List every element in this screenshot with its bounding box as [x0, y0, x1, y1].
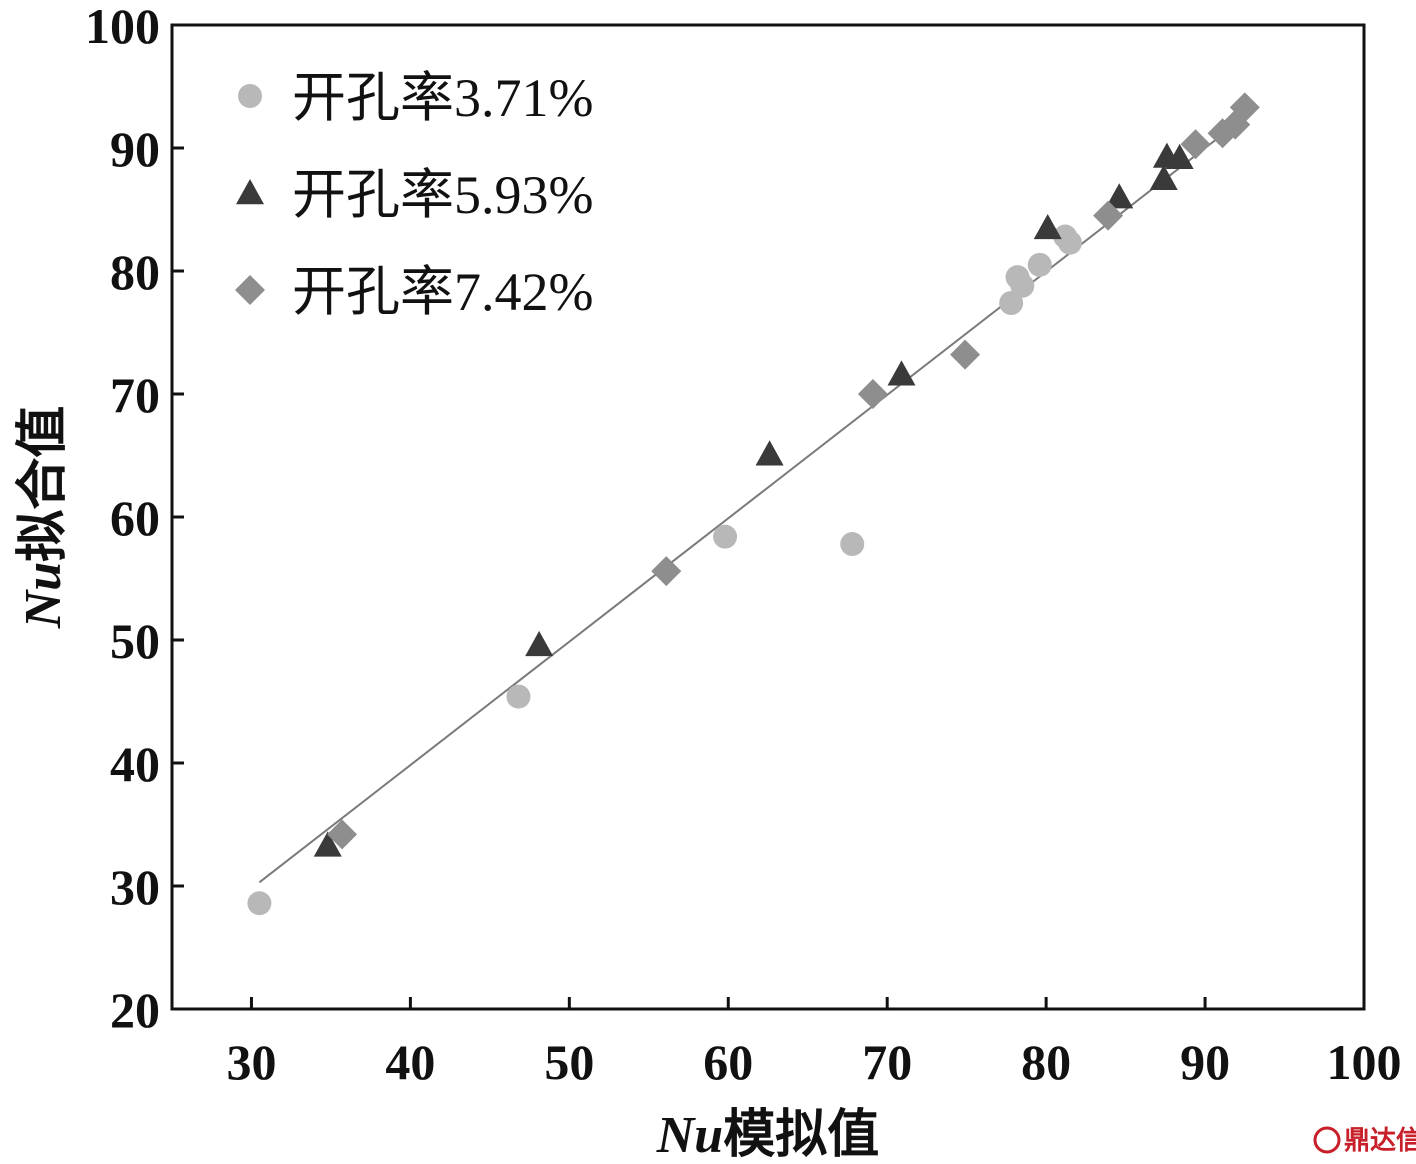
data-point-diamond [327, 819, 358, 850]
data-points [247, 92, 1260, 916]
x-tick-label: 90 [1180, 1034, 1230, 1090]
x-tick-label: 80 [1021, 1034, 1071, 1090]
data-point-diamond [1229, 92, 1260, 123]
data-point-circle [1057, 230, 1082, 255]
data-point-diamond [1093, 200, 1124, 231]
data-point-diamond [1207, 118, 1238, 149]
data-point-diamond [857, 379, 888, 409]
legend-label: 开孔率3.71% [292, 68, 593, 128]
y-axis-variable: Nu [15, 562, 72, 629]
data-point-circle [247, 891, 272, 916]
legend-marker-triangle [236, 179, 264, 205]
data-point-triangle [1149, 164, 1178, 190]
legend-label: 开孔率7.42% [292, 262, 593, 322]
data-point-circle [1027, 252, 1052, 277]
axis-ticks: 30 40 50 60 70 80 90 100 20 30 40 50 60 70 80 90 100 [85, 0, 1402, 1090]
y-tick-label: 90 [110, 121, 160, 177]
watermark-text: 鼎达信 [1344, 1126, 1416, 1156]
data-point-triangle [1033, 213, 1062, 240]
data-point-circle [713, 524, 738, 549]
data-point-triangle [1105, 183, 1134, 209]
y-tick-label: 40 [110, 736, 160, 792]
legend-marker-circle [238, 84, 262, 108]
data-point-triangle [755, 440, 784, 466]
data-point-circle [506, 684, 531, 709]
watermark: 鼎达信 [1313, 1126, 1416, 1156]
data-point-triangle [313, 831, 342, 857]
x-tick-label: 50 [544, 1034, 594, 1090]
data-point-triangle [887, 360, 916, 386]
x-tick-label: 70 [862, 1034, 912, 1090]
legend-label: 开孔率5.93% [292, 165, 593, 225]
x-tick-label: 30 [226, 1034, 276, 1090]
y-tick-label: 70 [110, 367, 160, 423]
x-axis-text: 模拟值 [723, 1106, 879, 1164]
data-point-circle [999, 290, 1024, 315]
y-tick-label: 80 [110, 244, 160, 300]
y-tick-label: 50 [110, 613, 160, 669]
x-tick-label: 40 [385, 1034, 435, 1090]
data-point-triangle [525, 630, 554, 657]
legend: 开孔率3.71% 开孔率5.93% 开孔率7.42% [235, 68, 593, 322]
y-tick-label: 30 [110, 859, 160, 915]
data-point-diamond [1180, 129, 1211, 160]
y-tick-label: 20 [110, 982, 160, 1038]
y-axis-title: Nu拟合值 [14, 406, 72, 630]
legend-marker-diamond [235, 275, 265, 305]
x-axis-variable: Nu [656, 1107, 723, 1164]
data-point-diamond [950, 339, 981, 370]
x-tick-label: 100 [1327, 1034, 1402, 1090]
fit-line [258, 116, 1246, 884]
y-axis-text: 拟合值 [14, 406, 72, 562]
y-tick-label: 100 [85, 0, 160, 54]
x-tick-label: 60 [703, 1034, 753, 1090]
data-point-circle [840, 532, 865, 557]
watermark-logo-icon [1313, 1126, 1341, 1154]
data-point-triangle [1165, 143, 1194, 170]
data-point-diamond [651, 556, 682, 587]
x-axis-title: Nu模拟值 [656, 1106, 880, 1164]
data-point-circle [1010, 273, 1035, 298]
y-tick-label: 60 [110, 490, 160, 546]
